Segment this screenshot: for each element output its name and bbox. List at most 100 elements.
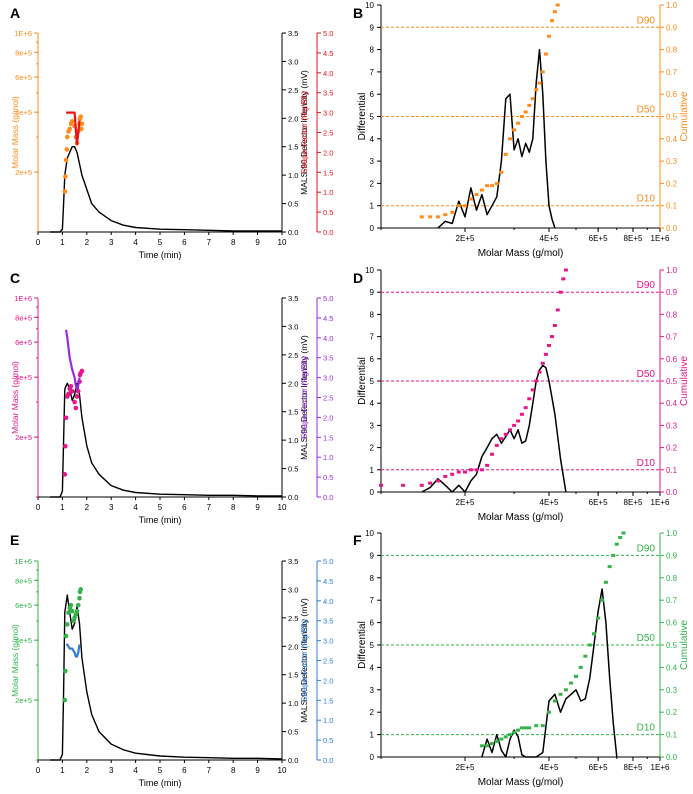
shape-factor-tick-label: 2.5 bbox=[323, 129, 333, 138]
cumulative-point bbox=[479, 468, 484, 472]
shape-factor-tick-label: 1.5 bbox=[323, 696, 333, 705]
shape-factor-tick-label: 0.5 bbox=[323, 736, 333, 745]
x-tick-label: 2E+5 bbox=[456, 498, 475, 507]
molar-mass-point bbox=[67, 126, 73, 132]
cumulative-point bbox=[435, 479, 440, 483]
x-tick-label: 6 bbox=[182, 503, 187, 512]
x-tick-label: 3 bbox=[109, 238, 114, 247]
cumulative-point bbox=[490, 184, 495, 188]
molar-mass-point bbox=[66, 391, 71, 397]
cumulative-point bbox=[499, 170, 504, 174]
mals-axis-title: MALS-90 Detector Intensity (mV) bbox=[299, 598, 309, 723]
differential-tick-label: 9 bbox=[370, 551, 375, 560]
x-tick-label: 8 bbox=[231, 766, 236, 775]
x-tick-label: 6E+5 bbox=[589, 498, 608, 507]
cumulative-point bbox=[479, 744, 484, 748]
cumulative-point bbox=[523, 406, 528, 410]
mals-tick-label: 3.0 bbox=[288, 585, 298, 594]
molar-mass-point bbox=[74, 608, 80, 614]
mals-axis-title: MALS-90 Detector Intensity (mV) bbox=[299, 70, 309, 195]
cumulative-point bbox=[530, 388, 535, 392]
cumulative-point bbox=[450, 210, 455, 214]
cumulative-point bbox=[490, 742, 495, 746]
cumulative-point bbox=[450, 472, 455, 476]
x-tick-label: 4E+5 bbox=[540, 234, 559, 243]
differential-tick-label: 10 bbox=[365, 529, 374, 538]
cumulative-tick-label: 0.9 bbox=[666, 288, 678, 297]
panel-f: F D10 D50 D90 2E+5 4E+5 6E+5 8E+5 1E+6 Molar Mass… bbox=[353, 529, 690, 788]
cumulative-point bbox=[462, 204, 467, 208]
x-tick-label: 8E+5 bbox=[624, 234, 643, 243]
cumulative-point bbox=[485, 463, 490, 467]
molar-mass-point bbox=[73, 405, 79, 411]
differential-tick-label: 6 bbox=[370, 355, 375, 364]
cumulative-tick-label: 0.6 bbox=[666, 90, 678, 99]
shape-factor-axis-title: Shape Factor (Rg/Rh) bbox=[299, 356, 309, 439]
reference-label-d10: D10 bbox=[637, 458, 656, 469]
cumulative-point bbox=[546, 710, 551, 714]
x-tick-label: 0 bbox=[36, 238, 41, 247]
differential-tick-label: 4 bbox=[370, 663, 375, 672]
x-axis-title: Time (min) bbox=[139, 778, 182, 788]
x-tick-label: 4 bbox=[133, 766, 138, 775]
molar-mass-point bbox=[62, 189, 68, 194]
shape-factor-axis-title: Shape Factor (Rg/Rh) bbox=[299, 91, 309, 174]
cumulative-point bbox=[537, 81, 542, 85]
cumulative-point bbox=[527, 726, 532, 730]
mals-tick-label: 0.5 bbox=[288, 200, 298, 209]
cumulative-point bbox=[516, 728, 521, 732]
molar-mass-point bbox=[79, 121, 85, 127]
cumulative-tick-label: 0.5 bbox=[666, 641, 678, 650]
cumulative-point bbox=[563, 688, 568, 692]
mals-axis-title: MALS-90 Detector Intensity (mV) bbox=[299, 335, 309, 460]
molar-mass-tick-label: 8e+5 bbox=[15, 313, 32, 322]
shape-factor-tick-label: 2.5 bbox=[323, 657, 333, 666]
cumulative-tick-label: 0.9 bbox=[666, 551, 678, 560]
x-tick-label: 1E+6 bbox=[651, 498, 670, 507]
x-tick-label: 7 bbox=[207, 766, 212, 775]
cumulative-point bbox=[549, 19, 554, 23]
cumulative-tick-label: 0.5 bbox=[666, 113, 678, 122]
mals-tick-label: 3.5 bbox=[288, 294, 298, 303]
mals-tick-label: 0.0 bbox=[288, 493, 298, 502]
differential-tick-label: 3 bbox=[370, 157, 375, 166]
cumulative-point bbox=[419, 483, 424, 487]
cumulative-tick-label: 0.7 bbox=[666, 596, 678, 605]
molar-mass-point bbox=[62, 472, 68, 477]
cumulative-point bbox=[574, 674, 579, 678]
x-tick-label: 9 bbox=[255, 766, 260, 775]
x-tick-label: 8E+5 bbox=[624, 498, 643, 507]
mals-tick-label: 0.5 bbox=[288, 465, 298, 474]
x-tick-label: 9 bbox=[255, 238, 260, 247]
differential-tick-label: 7 bbox=[370, 68, 375, 77]
reference-label-d90: D90 bbox=[637, 280, 656, 291]
x-axis-title: Time (min) bbox=[139, 250, 182, 260]
reference-label-d50: D50 bbox=[637, 105, 656, 116]
molar-mass-point bbox=[63, 668, 68, 674]
cumulative-point bbox=[583, 654, 588, 658]
mals-tick-label: 2.0 bbox=[288, 114, 298, 123]
shape-factor-tick-label: 2.0 bbox=[323, 413, 333, 422]
molar-mass-point bbox=[63, 415, 69, 421]
x-tick-label: 4E+5 bbox=[540, 763, 559, 772]
differential-tick-label: 7 bbox=[370, 333, 375, 342]
cumulative-point bbox=[546, 34, 551, 38]
cumulative-tick-label: 0.4 bbox=[666, 399, 678, 408]
cumulative-point bbox=[587, 643, 592, 647]
x-tick-label: 4 bbox=[133, 238, 138, 247]
x-tick-label: 6 bbox=[182, 238, 187, 247]
mals-tick-label: 1.5 bbox=[288, 143, 298, 152]
shape-factor-tick-label: 1.5 bbox=[323, 433, 333, 442]
x-tick-label: 7 bbox=[207, 503, 212, 512]
molar-mass-tick-label: 1E+6 bbox=[14, 557, 32, 566]
x-tick-label: 2 bbox=[85, 503, 90, 512]
cumulative-point bbox=[508, 137, 513, 141]
cumulative-point bbox=[546, 343, 551, 347]
differential-tick-label: 4 bbox=[370, 135, 375, 144]
cumulative-point bbox=[508, 733, 513, 737]
cumulative-point bbox=[558, 290, 563, 294]
panel-letter: B bbox=[353, 5, 363, 21]
cumulative-point bbox=[462, 470, 467, 474]
reference-label-d10: D10 bbox=[637, 723, 656, 734]
x-tick-label: 6E+5 bbox=[589, 234, 608, 243]
